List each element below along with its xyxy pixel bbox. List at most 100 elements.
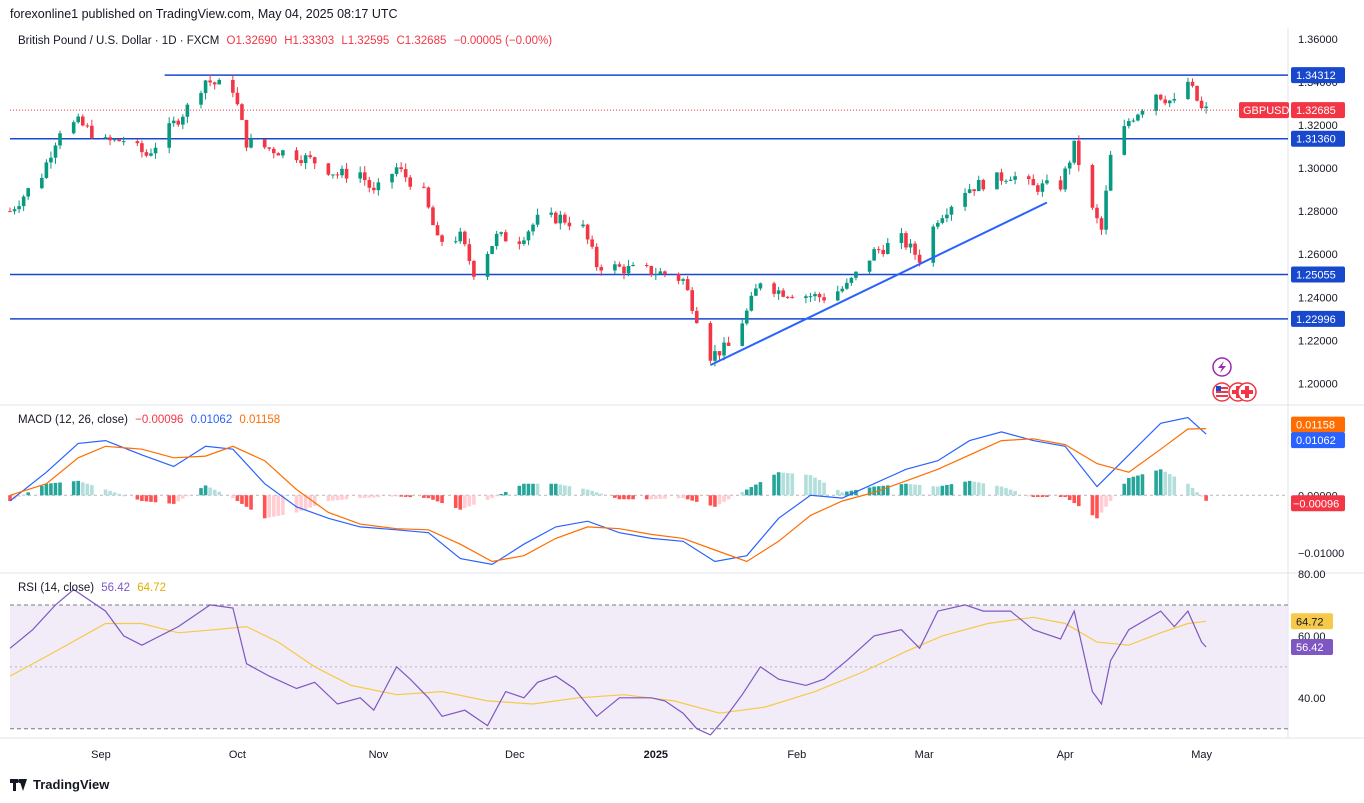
macd-histogram-bar: [76, 480, 81, 496]
macd-histogram-bar: [845, 491, 849, 496]
candle-body: [531, 224, 535, 232]
candle-body: [1140, 110, 1145, 115]
macd-histogram-bar: [904, 483, 908, 496]
candle-body: [1172, 99, 1177, 101]
macd-histogram-bar: [1199, 495, 1204, 497]
candle-body: [899, 233, 904, 243]
macd-histogram-bar: [71, 481, 76, 496]
level-price-label: 1.22996: [1296, 314, 1336, 326]
candle-body: [458, 231, 463, 242]
candle-body: [945, 214, 949, 219]
candle-body: [885, 242, 890, 254]
macd-histogram-bar: [694, 495, 699, 502]
macd-histogram-bar: [372, 495, 376, 498]
macd-histogram-bar: [458, 495, 463, 510]
tradingview-brand[interactable]: TradingView: [10, 777, 109, 792]
macd-histogram-bar: [1040, 495, 1045, 497]
macd-line: [9, 416, 1207, 566]
candle-body: [17, 206, 21, 210]
macd-legend: MACD (12, 26, close) −0.00096 0.01062 0.…: [18, 414, 284, 426]
macd-histogram-bar: [549, 483, 554, 496]
candle-body: [872, 249, 876, 261]
candle-body: [335, 174, 340, 176]
macd-histogram-bar: [1167, 474, 1172, 496]
candle-body: [372, 187, 376, 191]
candle-body: [435, 225, 440, 236]
brand-label: TradingView: [33, 777, 110, 792]
macd-histogram-bar: [140, 495, 144, 502]
macd-histogram-bar: [176, 495, 181, 502]
candle-body: [649, 265, 654, 275]
candle-body: [1204, 106, 1208, 109]
candle-body: [294, 150, 299, 161]
macd-histogram-bar: [472, 495, 476, 505]
symbol-title[interactable]: British Pound / U.S. Dollar · 1D · FXCM: [18, 35, 220, 47]
candle-body: [549, 212, 554, 215]
candle-body: [972, 189, 976, 192]
macd-histogram-bar: [1154, 470, 1158, 496]
macd-histogram-bar: [553, 483, 558, 496]
macd-histogram-bar: [936, 486, 940, 496]
macd-signal-tag: [1291, 416, 1345, 433]
candle-body: [140, 143, 144, 153]
macd-histogram-bar: [626, 495, 631, 500]
candle-body: [262, 139, 267, 148]
candle-body: [453, 241, 458, 243]
candle-body: [1167, 100, 1172, 104]
candle-body: [121, 141, 126, 143]
candle-body: [1127, 121, 1131, 127]
rsi-indicator-title[interactable]: RSI (14, close): [18, 582, 95, 594]
macd-signal-value: 0.01158: [239, 414, 281, 426]
candle-body: [299, 160, 303, 164]
rsi-tick-label: 40.00: [1298, 693, 1326, 705]
macd-indicator-title[interactable]: MACD (12, 26, close): [18, 414, 128, 426]
candle-body: [49, 157, 53, 163]
candle-body: [103, 137, 108, 139]
time-axis-label: May: [1191, 749, 1212, 761]
macd-histogram-bar: [399, 495, 403, 497]
time-axis-label: Feb: [787, 749, 806, 761]
candle-body: [1131, 120, 1136, 122]
macd-histogram-bar: [681, 495, 685, 499]
candle-body: [240, 104, 244, 120]
macd-histogram-bar: [867, 487, 872, 496]
candle-body: [963, 192, 967, 207]
candle-body: [976, 179, 981, 192]
candle-body: [208, 80, 212, 83]
rsi-legend: RSI (14, close) 56.42 64.72: [18, 582, 170, 594]
candle-body: [995, 172, 999, 190]
symbol-tag: [1239, 102, 1289, 119]
candle-body: [1008, 179, 1013, 181]
macd-histogram-bar: [108, 490, 112, 496]
macd-hist-value: −0.00096: [135, 414, 184, 426]
candle-body: [708, 323, 713, 361]
candle-body: [1090, 165, 1095, 208]
macd-histogram-bar: [403, 495, 408, 497]
candle-body: [967, 189, 972, 193]
macd-histogram-bar: [453, 495, 458, 509]
macd-histogram-bar: [949, 484, 954, 496]
macd-histogram-bar: [972, 481, 976, 496]
candle-body: [267, 147, 272, 149]
legend-close: C1.32685: [396, 35, 447, 47]
macd-signal-tag-label: 0.01158: [1296, 420, 1335, 432]
candle-body: [722, 342, 726, 356]
macd-histogram-bar: [8, 495, 12, 502]
macd-histogram-bar: [467, 495, 472, 507]
level-price-tag: [1291, 67, 1345, 84]
price-tick-label: 1.32000: [1298, 120, 1338, 132]
macd-histogram-bar: [967, 480, 972, 496]
level-price-label: 1.31360: [1296, 134, 1336, 146]
macd-histogram-bar: [913, 484, 917, 496]
candle-body: [331, 174, 335, 176]
macd-histogram-bar: [563, 485, 567, 496]
macd-histogram-bar: [1163, 471, 1168, 496]
macd-histogram-bar: [717, 495, 722, 505]
macd-histogram-bar: [1031, 495, 1036, 497]
candle-body: [681, 279, 685, 281]
macd-histogram-bar: [781, 472, 785, 496]
us-flag-icon: [1212, 382, 1232, 402]
macd-histogram-bar: [1036, 495, 1040, 497]
macd-histogram-bar: [558, 484, 563, 496]
